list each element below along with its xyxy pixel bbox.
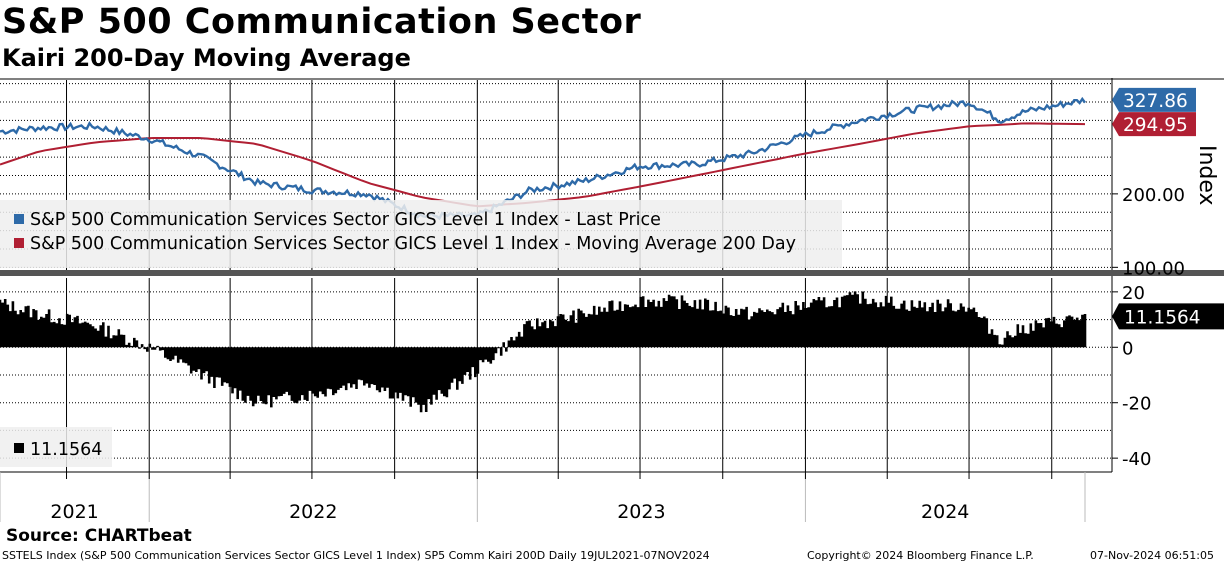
legend-entry: S&P 500 Communication Services Sector GI… bbox=[30, 234, 796, 254]
x-year-label: 2021 bbox=[50, 501, 98, 523]
y-axis-label: Index bbox=[1194, 145, 1219, 206]
footer-timestamp: 07-Nov-2024 06:51:05 bbox=[1090, 549, 1215, 562]
kairi-value-tag: 11.1564 bbox=[1112, 303, 1224, 330]
value-tag-label: 294.95 bbox=[1123, 115, 1188, 136]
x-year-label: 2023 bbox=[617, 501, 665, 523]
chart-title: S&P 500 Communication Sector bbox=[2, 2, 642, 42]
y-tick-label: 200.00 bbox=[1122, 185, 1185, 206]
price-legend: S&P 500 Communication Services Sector GI… bbox=[0, 200, 842, 268]
last-price-tag: 327.86 bbox=[1112, 87, 1196, 112]
x-year-label: 2024 bbox=[921, 501, 969, 523]
kairi-legend: 11.1564 bbox=[0, 427, 112, 467]
last-price-line bbox=[0, 96, 1086, 221]
legend-swatch bbox=[14, 238, 24, 248]
y-tick-label: 0 bbox=[1122, 338, 1133, 359]
footer-copyright: Copyright© 2024 Bloomberg Finance L.P. bbox=[807, 549, 1034, 562]
legend-entry: S&P 500 Communication Services Sector GI… bbox=[30, 210, 661, 230]
y-tick-label: -40 bbox=[1122, 449, 1151, 470]
value-tag-bg bbox=[1112, 112, 1196, 137]
source-label: Source: CHARTbeat bbox=[6, 526, 192, 546]
x-year-label: 2022 bbox=[289, 501, 337, 523]
value-tag-bg bbox=[1112, 87, 1196, 112]
legend-entry: 11.1564 bbox=[30, 440, 102, 460]
value-tag-bg bbox=[1112, 303, 1224, 330]
legend-box bbox=[0, 200, 842, 268]
y-tick-label: 20 bbox=[1122, 283, 1145, 304]
footer-description: SSTELS Index (S&P 500 Communication Serv… bbox=[2, 549, 710, 562]
value-tag-label: 327.86 bbox=[1123, 91, 1188, 112]
chart-subtitle: Kairi 200-Day Moving Average bbox=[2, 44, 411, 72]
kairi-histogram bbox=[0, 291, 1087, 413]
legend-swatch bbox=[14, 443, 24, 453]
value-tag-label: 11.1564 bbox=[1124, 307, 1201, 328]
legend-swatch bbox=[14, 214, 24, 224]
panel-divider bbox=[0, 270, 1224, 276]
y-tick-label: -20 bbox=[1122, 394, 1151, 415]
y-tick-label: 100.00 bbox=[1122, 258, 1185, 279]
ma-value-tag: 294.95 bbox=[1112, 112, 1196, 137]
